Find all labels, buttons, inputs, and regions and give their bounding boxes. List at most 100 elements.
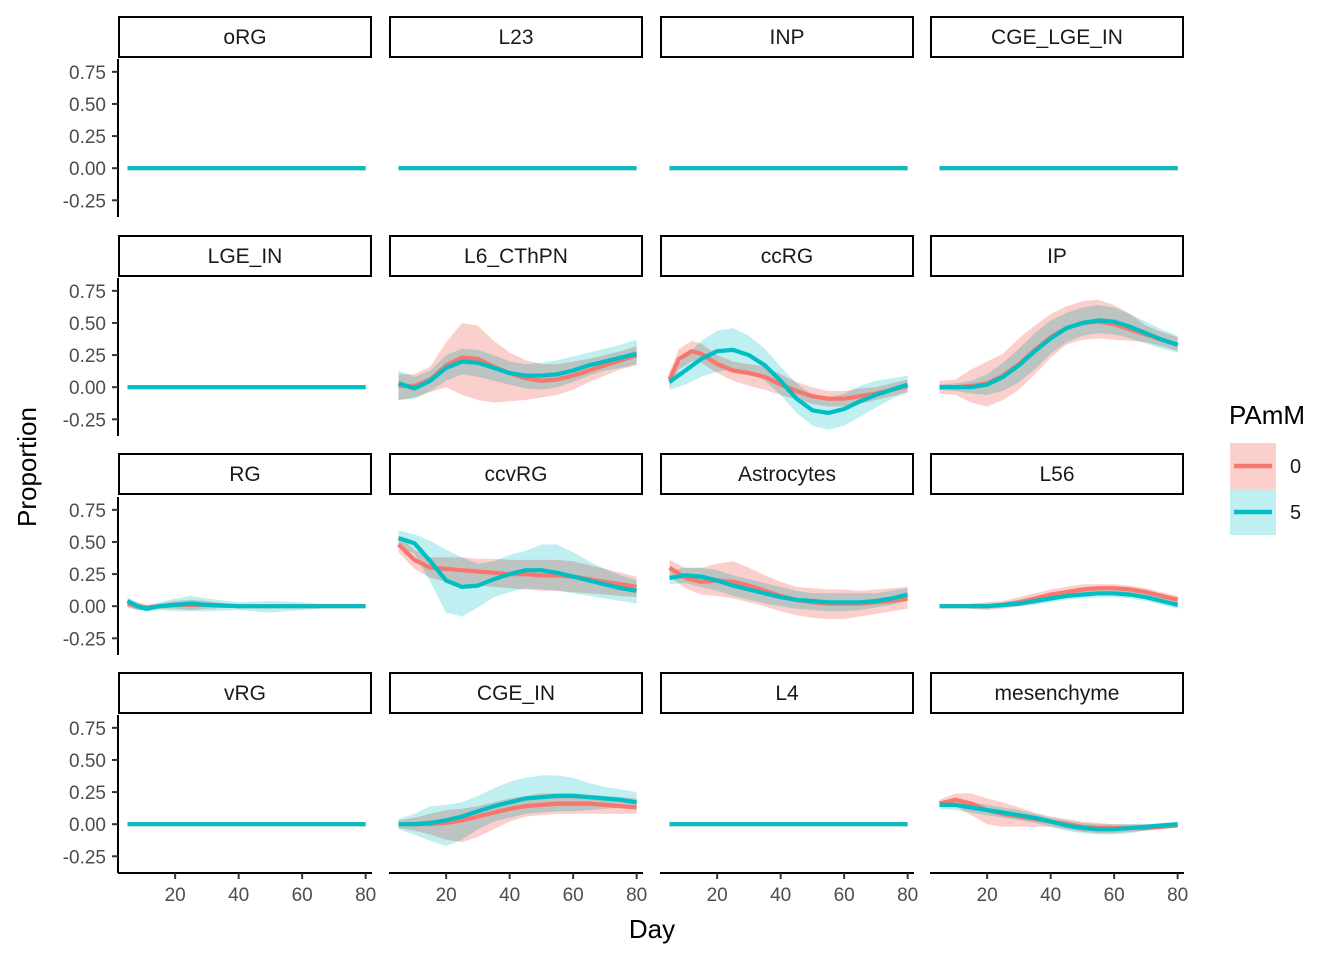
panel-cge-lge-in: CGE_LGE_IN [930,16,1184,171]
x-tick-label: 60 [834,885,855,906]
x-tick-label: 40 [770,885,791,906]
strip-label-org: oRG [223,26,266,49]
y-tick-label: 0.25 [69,565,106,586]
strip-ccrg [660,235,914,277]
strip-ccvrg [389,453,643,495]
panel-l6-cthpn-ribbon-5 [398,339,637,400]
x-axis-title: Day [629,914,675,944]
strip-l23 [389,16,643,58]
y-tick-label: 0.25 [69,346,106,367]
panel-ccvrg: ccvRG [389,453,643,617]
y-tick-label: 0.00 [69,597,106,618]
strip-label-l6-cthpn: L6_CThPN [464,245,568,268]
panel-ccrg: ccRG [660,235,914,430]
panel-rg-line-5 [126,599,366,611]
y-tick-label: 0.75 [69,501,106,522]
x-tick-label: 80 [1167,885,1188,906]
strip-label-ccvrg: ccvRG [485,463,548,486]
y-tick-label: 0.00 [69,378,106,399]
strip-l6-cthpn [389,235,643,277]
y-tick-label: 0.75 [69,63,106,84]
panel-ip: IP [930,235,1184,407]
y-tick-label: 0.00 [69,815,106,836]
strip-cge-in [389,672,643,714]
panel-mesenchyme: mesenchyme 20 40 60 80 [930,672,1188,906]
strip-inp [660,16,914,58]
strip-label-ip: IP [1047,245,1067,268]
strip-mesenchyme [930,672,1184,714]
panel-cge-in-ribbon-5 [398,775,637,846]
y-tick-label: -0.25 [63,847,106,868]
y-axis-title: Proportion [12,407,42,527]
x-tick-label: 80 [897,885,918,906]
panel-mesenchyme-line-5 [939,802,1178,832]
panel-l56-line-5 [939,591,1179,609]
y-tick-label: 0.50 [69,751,106,772]
strip-label-cge-lge-in: CGE_LGE_IN [991,26,1123,49]
strip-label-l4: L4 [775,682,799,705]
panel-l23: L23 [389,16,643,171]
x-tick-label: 40 [499,885,520,906]
panel-l6-cthpn: L6_CThPN [389,235,643,403]
panel-inp: INP [660,16,914,171]
legend: PAmM 0 5 [1229,400,1305,535]
strip-rg [118,453,372,495]
x-tick-label: 60 [292,885,313,906]
strip-label-lge-in: LGE_IN [208,245,283,268]
x-tick-label: 20 [977,885,998,906]
strip-label-cge-in: CGE_IN [477,682,555,705]
legend-label-0: 0 [1290,456,1301,478]
y-tick-label: 0.75 [69,719,106,740]
panel-l56: L56 [930,453,1184,610]
x-tick-label: 40 [1040,885,1061,906]
strip-label-l23: L23 [498,26,533,49]
panel-ccrg-line-5 [668,347,909,415]
panel-astrocytes-line-5 [669,573,909,605]
y-tick-label: 0.75 [69,282,106,303]
y-tick-label: -0.25 [63,629,106,650]
strip-label-ccrg: ccRG [761,245,814,268]
y-tick-label: 0.25 [69,783,106,804]
panel-l6-cthpn-line-5 [397,351,638,391]
x-tick-label: 40 [228,885,249,906]
panel-lge-in: LGE_IN -0.25 0.00 0.25 0.50 0.75 [63,235,372,436]
panel-vrg: vRG -0.25 0.00 0.25 0.50 0.75 20 40 60 80 [63,672,376,906]
panel-cge-in-line-5 [398,793,637,827]
legend-title: PAmM [1229,400,1305,430]
legend-label-5: 5 [1290,502,1301,524]
facet-panels: oRG -0.25 0.00 0.25 0.50 0.75 L23 INP CGE_LGE_IN… [63,16,1188,906]
strip-org [118,16,372,58]
legend-key-0: 0 [1230,443,1301,489]
strip-label-l56: L56 [1039,463,1074,486]
legend-key-5: 5 [1230,489,1301,535]
strip-label-vrg: vRG [224,682,266,705]
strip-l4 [660,672,914,714]
strip-label-inp: INP [769,26,804,49]
y-tick-label: -0.25 [63,410,106,431]
panel-l6-cthpn-ribbon-0 [398,323,637,403]
strip-astrocytes [660,453,914,495]
panel-l4: L4 20 40 60 80 [660,672,918,906]
y-tick-label: 0.50 [69,95,106,116]
strip-lge-in [118,235,372,277]
panel-astrocytes: Astrocytes [660,453,914,619]
panel-cge-in: CGE_IN 20 40 60 80 [389,672,647,906]
y-tick-label: -0.25 [63,191,106,212]
panel-org: oRG -0.25 0.00 0.25 0.50 0.75 [63,16,372,217]
x-tick-label: 80 [626,885,647,906]
x-tick-label: 80 [355,885,376,906]
panel-ccrg-line-0 [667,349,909,401]
y-tick-label: 0.50 [69,533,106,554]
panel-mesenchyme-ribbon-0 [939,793,1178,834]
x-tick-label: 60 [1104,885,1125,906]
panel-ccvrg-line-5 [397,536,637,593]
strip-label-rg: RG [229,463,261,486]
strip-label-astrocytes: Astrocytes [738,463,836,486]
y-tick-label: 0.25 [69,127,106,148]
strip-l56 [930,453,1184,495]
x-tick-label: 20 [707,885,728,906]
strip-label-mesenchyme: mesenchyme [995,682,1120,705]
strip-cge-lge-in [930,16,1184,58]
panel-rg: RG -0.25 0.00 0.25 0.50 0.75 [63,453,372,655]
